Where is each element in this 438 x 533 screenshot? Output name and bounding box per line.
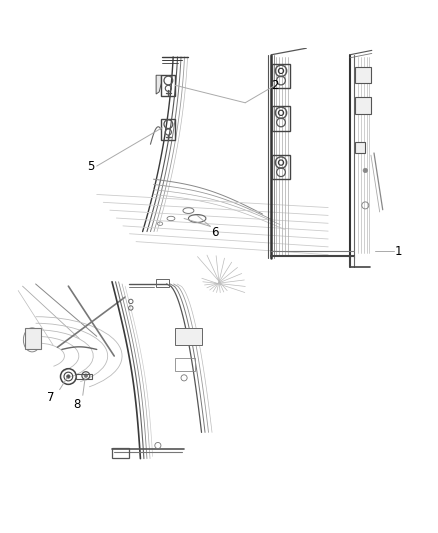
Bar [175,328,201,345]
Text: 1: 1 [394,245,402,258]
Bar [272,106,290,131]
Text: 5: 5 [87,159,95,173]
Bar [175,358,195,372]
Text: 2: 2 [272,79,279,92]
Bar [161,75,175,96]
Text: 7: 7 [47,391,55,404]
Bar [272,64,290,88]
Text: 6: 6 [211,227,219,239]
Bar [155,279,169,287]
Bar [76,374,92,379]
Bar [272,155,290,179]
Bar [355,97,371,114]
Polygon shape [156,75,161,94]
Bar [355,67,371,83]
Bar [25,328,41,350]
Circle shape [67,375,70,378]
Bar [112,448,130,458]
Bar [355,142,365,153]
Text: 8: 8 [74,398,81,411]
Circle shape [84,374,88,377]
Circle shape [363,168,367,173]
Bar [161,119,175,140]
